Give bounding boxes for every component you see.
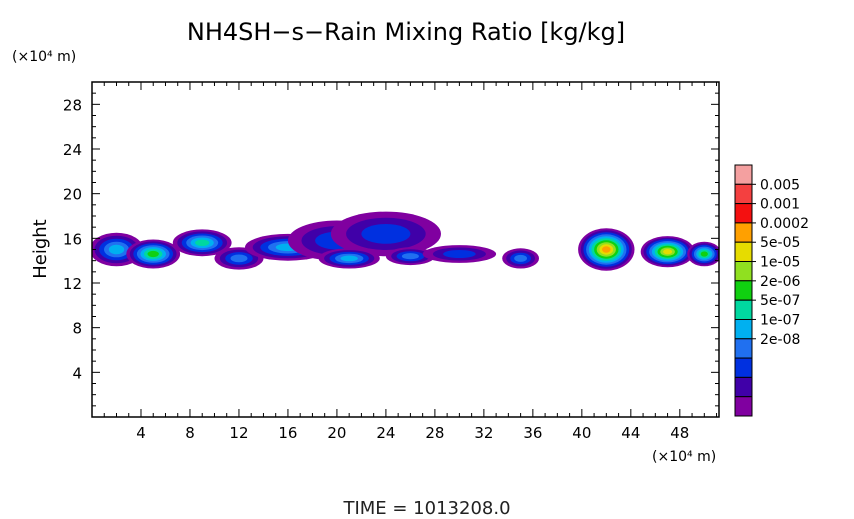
colorbar-label: 1e-07 <box>760 312 800 328</box>
colorbar-swatch <box>734 164 753 185</box>
y-axis-label: Height <box>30 219 51 279</box>
x-tick-label: 20 <box>327 424 346 442</box>
colorbar-label: 0.001 <box>760 197 800 213</box>
colorbar-label: 0.0002 <box>760 216 809 232</box>
contour-blob <box>330 211 441 257</box>
colorbar-swatch <box>734 357 753 378</box>
y-tick-label: 12 <box>63 275 82 293</box>
x-tick-label: 36 <box>523 424 542 442</box>
colorbar-swatch <box>734 261 753 282</box>
x-tick-label: 32 <box>474 424 493 442</box>
x-tick-label: 4 <box>136 424 146 442</box>
colorbar-label: 2e-06 <box>760 274 800 290</box>
x-tick-label: 16 <box>278 424 297 442</box>
y-unit-label: (×10⁴ m) <box>12 49 76 65</box>
colorbar-swatch <box>734 376 753 398</box>
y-tick-label: 8 <box>72 320 82 338</box>
contour-level <box>663 249 673 255</box>
contour-blob <box>385 247 435 266</box>
contour-blob <box>578 228 635 271</box>
contour-level <box>195 239 210 246</box>
contour-layer <box>92 211 719 271</box>
y-tick-label: 16 <box>63 230 82 248</box>
colorbar-swatch <box>734 241 753 262</box>
colorbar-swatch <box>734 222 753 243</box>
contour-level <box>230 254 248 263</box>
x-tick-label: 12 <box>229 424 248 442</box>
contour-level <box>401 253 419 260</box>
colorbar: 0.005 0.001 0.0002 5e-05 1e-05 2e-06 5e-07 1e-0… <box>734 164 809 417</box>
contour-level <box>108 244 125 255</box>
contour-level <box>361 224 411 244</box>
colorbar-swatch <box>734 280 753 301</box>
contour-blob <box>687 241 719 267</box>
contour-level <box>443 250 476 258</box>
colorbar-swatch <box>734 319 753 340</box>
colorbar-swatch <box>734 299 753 321</box>
x-tick-label: 24 <box>376 424 395 442</box>
contour-blob <box>640 236 695 268</box>
contour-blob <box>318 248 380 269</box>
x-tick-label: 44 <box>621 424 640 442</box>
colorbar-swatch <box>734 338 753 359</box>
y-tick-label: 28 <box>63 96 82 114</box>
x-tick-label: 8 <box>185 424 195 442</box>
colorbar-label: 0.005 <box>760 177 800 193</box>
x-tick-label: 40 <box>572 424 591 442</box>
contour-level <box>147 250 159 258</box>
colorbar-label: 2e-08 <box>760 332 800 348</box>
x-tick-label: 48 <box>670 424 689 442</box>
colorbar-label: 1e-05 <box>760 255 800 271</box>
contour-field <box>92 211 719 271</box>
contour-level <box>514 254 527 262</box>
colorbar-swatch <box>734 203 753 224</box>
contour-blob <box>422 245 497 263</box>
contour-level <box>340 255 358 262</box>
x-unit-label: (×10⁴ m) <box>652 449 716 465</box>
contour-blob <box>126 239 181 269</box>
x-tick-label: 28 <box>425 424 444 442</box>
y-tick-label: 20 <box>63 186 82 204</box>
time-label: TIME = 1013208.0 <box>342 498 510 519</box>
colorbar-label: 5e-05 <box>760 235 800 251</box>
chart-title: NH4SH−s−Rain Mixing Ratio [kg/kg] <box>187 18 625 46</box>
contour-blob <box>502 248 539 269</box>
colorbar-swatch <box>734 396 753 417</box>
colorbar-swatch <box>734 183 753 205</box>
y-tick-label: 4 <box>72 364 82 382</box>
contour-blob <box>172 229 232 257</box>
colorbar-label: 5e-07 <box>760 293 800 309</box>
contour-level <box>700 251 708 257</box>
contour-level <box>602 246 611 253</box>
y-tick-label: 24 <box>63 141 82 159</box>
